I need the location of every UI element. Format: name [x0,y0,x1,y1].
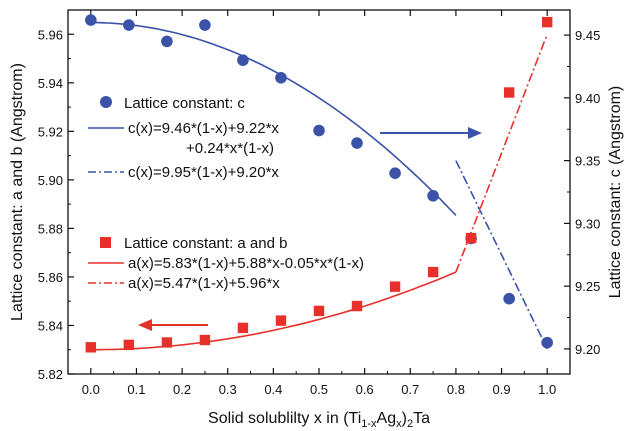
left-tick-label: 5.90 [38,173,63,188]
ab-data-point [199,334,211,346]
fit-curve [90,21,457,216]
legend-marker-ab [100,237,111,248]
data-markers [85,14,553,353]
fit-curves [90,21,548,351]
right-axis-arrow [380,127,482,139]
ab-data-point [389,281,401,292]
x-axis-title: Solid solublilty x in (Ti1-xAgx)2Ta [208,410,430,430]
left-tick-label: 5.84 [38,318,63,333]
ab-data-point [313,305,325,317]
x-tick-label: 0.5 [310,382,328,397]
c-data-point [237,54,249,67]
c-data-point [85,14,97,26]
c-data-point [275,71,287,84]
x-tick-label: 0.1 [127,382,145,397]
fit-curve [455,160,548,350]
ab-data-point [161,337,173,348]
legend-label-c-fit2: c(x)=9.95*(1-x)+9.20*x [128,164,279,181]
left-tick-label: 5.94 [38,76,63,91]
left-tick-label: 5.88 [38,221,63,236]
ab-data-point [541,16,553,28]
c-data-point [313,124,325,137]
ab-data-point [275,315,287,326]
right-tick-label: 9.40 [575,91,600,106]
legend-label-c: Lattice constant: c [124,95,245,112]
ab-data-point [503,87,515,98]
c-data-point [199,19,211,31]
ab-data-point [465,232,477,244]
x-tick-label: 0.0 [82,382,100,397]
x-tick-label: 0.9 [493,382,511,397]
c-data-point [503,292,515,305]
left-axis-arrow [138,319,208,331]
legend-lower: Lattice constant: a and b a(x)=5.83*(1-x… [88,235,364,292]
fit-curve [90,271,457,351]
x-tick-label: 1.0 [538,382,556,397]
x-tick-label: 0.6 [356,382,374,397]
right-axis-title: Lattice constant: c (Angstrom) [607,86,624,299]
legend-label-c-fit-2: +0.24*x*(1-x) [186,140,274,157]
c-data-point [427,189,439,202]
x-tick-label: 0.2 [173,382,191,397]
right-tick-label: 9.20 [575,342,600,357]
left-tick-label: 5.96 [38,27,63,42]
left-tick-label: 5.86 [38,270,63,285]
right-tick-label: 9.45 [575,28,600,43]
legend-upper: Lattice constant: c c(x)=9.46*(1-x)+9.22… [88,95,279,181]
x-tick-label: 0.8 [447,382,465,397]
x-tick-label: 0.7 [401,382,419,397]
fit-curve [455,34,548,273]
legend-marker-c [100,96,112,108]
left-tick-label: 5.92 [38,124,63,139]
c-data-point [123,19,135,31]
x-axis-ticks: 0.0 0.1 0.2 0.3 0.4 0.5 0.6 0.7 0.8 0.9 1.0 [82,10,556,397]
right-tick-label: 9.35 [575,154,600,169]
c-data-point [389,167,401,179]
ab-data-point [123,339,135,351]
left-axis-title: Lattice constant: a and b (Angstrom) [9,63,26,321]
right-axis-ticks: 9.20 9.25 9.30 9.35 9.40 9.45 [564,28,600,357]
legend-label-ab-fit: a(x)=5.83*(1-x)+5.88*x-0.05*x*(1-x) [128,255,364,272]
legend-label-c-fit-1: c(x)=9.46*(1-x)+9.22*x [128,120,279,137]
right-tick-label: 9.25 [575,279,600,294]
ab-data-point [427,266,439,278]
left-tick-label: 5.82 [38,367,63,382]
c-data-point [161,35,173,48]
ab-data-point [351,300,363,312]
x-tick-label: 0.3 [219,382,237,397]
ab-data-point [237,322,249,334]
legend-label-ab: Lattice constant: a and b [124,235,287,252]
right-tick-label: 9.30 [575,216,600,231]
x-tick-label: 0.4 [264,382,282,397]
ab-data-point [85,342,97,353]
c-data-point [351,137,363,149]
legend-label-ab-fit2: a(x)=5.47*(1-x)+5.96*x [128,275,280,292]
c-data-point [541,336,553,349]
left-axis-ticks: 5.82 5.84 5.86 5.88 5.90 5.92 5.94 5.96 [38,9,74,382]
